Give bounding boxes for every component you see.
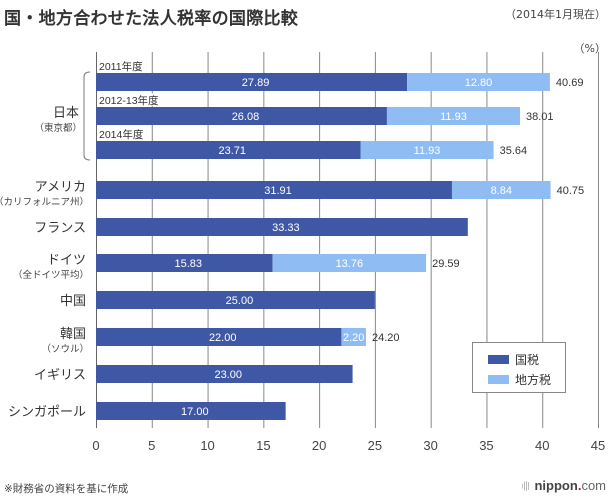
- category-sublabel: （カリフォルニア州）: [0, 196, 89, 208]
- category-label: 韓国: [60, 326, 86, 341]
- chart-title: 国・地方合わせた法人税率の国際比較: [4, 9, 299, 29]
- bar-national: [96, 107, 387, 125]
- bar-label-total: 40.69: [556, 77, 584, 89]
- bar-label-local: 11.93: [414, 145, 441, 157]
- year-label-bg: [97, 59, 145, 72]
- category-sublabel: （ソウル）: [41, 343, 89, 355]
- bar-national: [96, 218, 468, 236]
- logo-dot: .: [577, 478, 582, 493]
- bar-local: [360, 141, 494, 159]
- bar-local: [451, 181, 551, 199]
- x-tick-label: 20: [312, 438, 326, 453]
- bar-label-national: 27.89: [242, 77, 270, 89]
- labels: 0 5 10 15 20 25 30 35 40 45 27.89 12.80 40.69 2011年度 2…: [0, 59, 605, 453]
- bar-label-national: 17.00: [181, 406, 209, 418]
- category-label: 日本: [53, 105, 79, 120]
- bar-label-national: 23.71: [218, 145, 246, 157]
- year-label-bg: [97, 93, 166, 106]
- bar-label-local: 8.84: [491, 185, 512, 197]
- category-sublabel: （全ドイツ平均）: [13, 269, 89, 281]
- year-label: 2014年度: [99, 128, 144, 141]
- bar-label-national: 22.00: [209, 332, 237, 344]
- bar-national: [96, 291, 375, 309]
- bar-label-national: 26.08: [232, 111, 260, 123]
- bar-national: [96, 365, 353, 383]
- bar-chart: 0 5 10 15 20 25 30 35 40 45 27.89 12.80 40.69 2011年度 2…: [0, 52, 605, 453]
- category-label: 中国: [60, 293, 86, 308]
- logo-brand: nippon: [534, 478, 578, 493]
- logo-mark-icon: [522, 481, 531, 491]
- x-tick-label: 40: [535, 438, 549, 453]
- bar-national: [96, 254, 273, 272]
- category-sublabel: （東京都）: [34, 122, 82, 134]
- legend-swatch-local: [488, 375, 509, 384]
- bar-label-national: 23.00: [215, 369, 243, 381]
- x-tick-label: 35: [479, 438, 493, 453]
- bar-local: [272, 254, 427, 272]
- bar-national: [96, 73, 408, 91]
- unit-label: （%）: [573, 42, 606, 55]
- bar-label-local: 2.20: [343, 332, 364, 344]
- year-label: 2012-13年度: [99, 94, 159, 107]
- bar-label-total: 40.75: [557, 185, 585, 197]
- year-label: 2011年度: [99, 60, 143, 73]
- nippon-logo[interactable]: nippon.com: [522, 478, 606, 493]
- bar-national: [96, 402, 286, 420]
- category-label: イギリス: [34, 367, 86, 382]
- x-tick-label: 5: [148, 438, 155, 453]
- legend-item-local: 地方税: [488, 371, 551, 388]
- x-tick-label: 15: [256, 438, 270, 453]
- bar-local: [386, 107, 521, 125]
- legend-label-national: 国税: [515, 353, 540, 367]
- bar-local: [341, 328, 366, 346]
- legend-label-local: 地方税: [515, 373, 552, 387]
- bar-label-national: 15.83: [175, 258, 203, 270]
- bar-label-national: 33.33: [272, 222, 300, 234]
- as-of-date: （2014年1月現在）: [505, 8, 606, 21]
- bar-label-total: 24.20: [372, 332, 400, 344]
- legend-item-national: 国税: [488, 351, 539, 368]
- bar-local: [407, 73, 550, 91]
- x-tick-label: 45: [591, 438, 605, 453]
- bar-label-national: 31.91: [264, 185, 292, 197]
- logo-tld: com: [581, 478, 606, 493]
- group-bracket: [83, 71, 91, 161]
- x-tick-label: 0: [92, 438, 99, 453]
- bar-label-local: 11.93: [440, 111, 467, 123]
- category-label: フランス: [34, 220, 86, 235]
- category-label: アメリカ: [35, 179, 86, 194]
- bars: [96, 73, 551, 420]
- bar-national: [96, 141, 361, 159]
- category-label: シンガポール: [8, 404, 86, 419]
- legend: 国税 地方税: [472, 342, 566, 393]
- legend-swatch-national: [488, 355, 509, 364]
- bar-label-total: 38.01: [526, 111, 554, 123]
- year-label-bg: [97, 127, 145, 140]
- bar-label-total: 35.64: [500, 145, 528, 157]
- x-tick-label: 30: [423, 438, 437, 453]
- bar-label-local: 12.80: [465, 77, 493, 89]
- category-label: ドイツ: [47, 252, 86, 267]
- x-tick-label: 10: [200, 438, 214, 453]
- source-note: ※財務省の資料を基に作成: [4, 483, 129, 495]
- bar-national: [96, 181, 452, 199]
- bar-label-national: 25.00: [226, 295, 254, 307]
- x-tick-label: 25: [368, 438, 382, 453]
- bar-label-total: 29.59: [432, 258, 460, 270]
- bar-national: [96, 328, 342, 346]
- bar-label-local: 13.76: [336, 258, 364, 270]
